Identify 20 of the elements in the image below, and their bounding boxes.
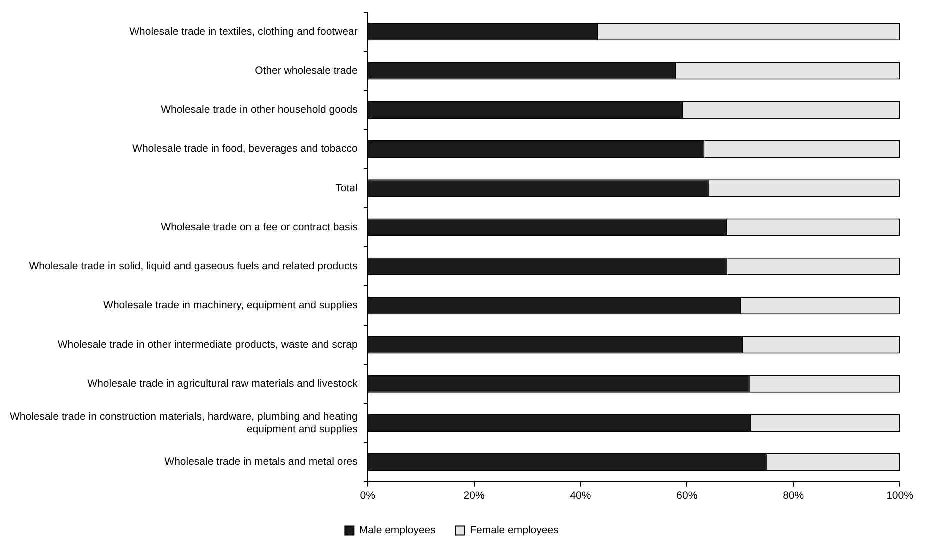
y-tick-label: Wholesale trade on a fee or contract basis [161, 221, 358, 234]
x-tick-label: 80% [783, 490, 804, 502]
y-tick-label: Wholesale trade in textiles, clothing and footwear [130, 26, 358, 38]
y-tick-label: Wholesale trade in construction materials, hardware, plumbing and heating equipment and supplies [10, 410, 358, 436]
y-tick-label: Wholesale trade in machinery, equipment and supplies [104, 300, 358, 312]
legend-label: Male employees [359, 524, 436, 537]
x-tick-label: 40% [570, 490, 592, 502]
y-tick-label: Wholesale trade in other intermediate products, waste and scrap [58, 338, 358, 351]
y-tick-label: Wholesale trade in other household goods [161, 104, 358, 116]
x-tick-label: 100% [886, 490, 914, 502]
x-tick-label: 0% [360, 490, 376, 502]
y-tick-label: Wholesale trade in agricultural raw materials and livestock [88, 378, 359, 390]
y-tick-label: Other wholesale trade [255, 64, 358, 77]
x-tick-label: 20% [464, 490, 485, 502]
y-tick-label: Wholesale trade in solid, liquid and gaseous fuels and related products [29, 260, 358, 273]
legend-label: Female employees [470, 524, 559, 537]
y-tick-label: Wholesale trade in food, beverages and tobacco [132, 143, 358, 156]
y-tick-label: Wholesale trade in metals and metal ores [164, 456, 358, 468]
y-tick-label: Total [336, 182, 358, 194]
x-tick-label: 60% [676, 490, 698, 502]
